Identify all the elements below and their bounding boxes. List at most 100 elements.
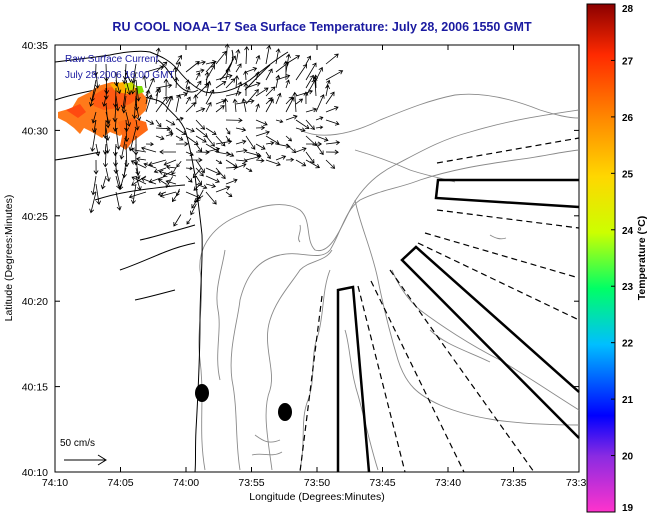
y-tick-label: 40:15 xyxy=(22,382,48,394)
current-vector-arrow xyxy=(295,159,307,167)
current-vector-arrow xyxy=(130,160,147,169)
current-vector-arrow xyxy=(205,61,216,73)
station-marker xyxy=(195,384,209,402)
current-vector-arrow xyxy=(255,143,266,150)
current-vector-arrow xyxy=(215,81,227,89)
current-vector-arrow xyxy=(315,125,324,130)
current-vector-arrow xyxy=(176,160,182,168)
y-tick-label: 40:20 xyxy=(22,296,48,308)
current-vector-arrow xyxy=(275,48,281,65)
current-vector-arrow xyxy=(115,79,122,95)
current-vector-arrow xyxy=(195,149,210,155)
current-vector-arrow xyxy=(155,61,168,73)
current-vector-arrow xyxy=(245,81,261,89)
current-vector-arrow xyxy=(105,167,111,183)
current-vector-arrow xyxy=(115,175,121,190)
current-vector-arrow xyxy=(285,96,295,113)
current-vector-arrow xyxy=(175,141,189,147)
survey-polygons xyxy=(336,178,580,473)
current-vector-arrow xyxy=(265,141,275,146)
x-tick-label: 73:40 xyxy=(435,477,461,489)
current-vector-arrow xyxy=(275,155,287,161)
current-vector-arrow xyxy=(205,127,217,135)
current-vector-arrow xyxy=(234,75,240,89)
current-vector-arrow xyxy=(165,132,174,137)
current-vector-arrow xyxy=(265,44,272,65)
current-vector-arrow xyxy=(295,63,308,81)
current-vector-arrow xyxy=(119,135,127,160)
current-vector-arrow xyxy=(90,127,97,152)
current-vector-arrow xyxy=(91,111,97,124)
current-vector-arrow xyxy=(135,103,142,122)
current-vector-arrow xyxy=(155,88,161,105)
colorbar-tick-label: 28 xyxy=(622,4,634,15)
current-vector-arrow xyxy=(112,119,118,132)
current-vector-arrow xyxy=(305,107,318,113)
colorbar-tick-label: 26 xyxy=(622,113,634,124)
current-vector-arrow xyxy=(95,143,101,157)
current-vector-arrow xyxy=(241,98,247,113)
colorbar-tick-label: 23 xyxy=(622,282,634,293)
current-vector-arrow xyxy=(131,183,137,205)
current-vector-arrow xyxy=(235,98,255,105)
current-vector-arrow xyxy=(165,119,176,126)
current-vector-arrow xyxy=(235,63,242,73)
current-vector-arrow xyxy=(265,159,281,167)
current-vector-arrow xyxy=(145,77,155,97)
current-vector-arrow xyxy=(295,119,310,130)
current-vector-arrow xyxy=(140,146,157,153)
current-vector-arrow xyxy=(89,87,97,107)
current-vector-arrow xyxy=(195,83,209,97)
current-vector-arrow xyxy=(195,68,205,73)
current-vector-arrow xyxy=(100,175,107,190)
current-vector-arrow xyxy=(245,135,256,150)
current-vector-arrow xyxy=(255,130,270,137)
map-plot-area: Raw Surface Current July 28,2006 16:00 G… xyxy=(54,43,580,473)
current-vector-arrow xyxy=(165,179,177,185)
current-vector-arrow xyxy=(157,178,167,185)
current-vector-arrow xyxy=(235,148,248,154)
current-vector-arrow xyxy=(186,157,203,163)
current-vector-arrow xyxy=(325,91,335,105)
sst-swath xyxy=(58,82,148,150)
current-vector-arrow xyxy=(165,164,177,170)
current-vector-arrow xyxy=(121,95,127,114)
current-vector-arrow xyxy=(115,191,122,211)
current-vector-arrow xyxy=(89,191,97,214)
current-vector-arrow xyxy=(255,119,268,126)
current-vector-arrow xyxy=(245,89,259,105)
current-vector-arrow xyxy=(235,139,247,145)
current-vector-arrow xyxy=(223,97,229,113)
colorbar-tick-label: 22 xyxy=(622,339,634,350)
current-vector-arrow xyxy=(265,98,274,113)
y-axis-ticks: 40:35 40:30 40:25 40:20 40:15 40:10 xyxy=(22,40,579,479)
current-vector-arrow xyxy=(235,158,248,164)
current-vector-arrow xyxy=(163,78,169,97)
current-vector-arrow xyxy=(205,175,220,183)
current-vector-arrow xyxy=(265,86,276,97)
current-vector-arrow xyxy=(132,95,138,120)
current-vector-arrow xyxy=(143,162,157,169)
current-vector-arrow xyxy=(175,188,180,197)
current-vector-arrow xyxy=(195,159,205,174)
current-vector-arrow xyxy=(113,71,119,87)
scale-arrow: 50 cm/s xyxy=(60,438,107,466)
colorbar-tick-label: 24 xyxy=(622,226,634,237)
current-vector-arrow xyxy=(215,135,226,147)
current-vector-arrow xyxy=(148,159,167,167)
current-vector-arrow xyxy=(104,135,110,154)
current-vector-arrow xyxy=(305,55,312,65)
current-vector-arrow xyxy=(325,84,330,97)
current-vector-arrow xyxy=(159,149,177,155)
colorbar-gradient xyxy=(586,3,616,513)
current-vector-arrow xyxy=(195,135,207,143)
current-vector-arrow xyxy=(215,139,233,145)
temperature-colorbar: 28 27 26 25 24 23 22 21 20 19 Temperature (°C) xyxy=(586,3,648,514)
current-vector-arrow xyxy=(285,157,295,162)
current-vector-arrow xyxy=(125,79,132,96)
current-vector-arrow xyxy=(130,147,147,153)
current-vector-arrow xyxy=(245,167,253,172)
current-vector-arrow xyxy=(104,71,110,95)
current-vector-arrow xyxy=(135,159,141,176)
current-vector-arrow xyxy=(195,175,202,186)
